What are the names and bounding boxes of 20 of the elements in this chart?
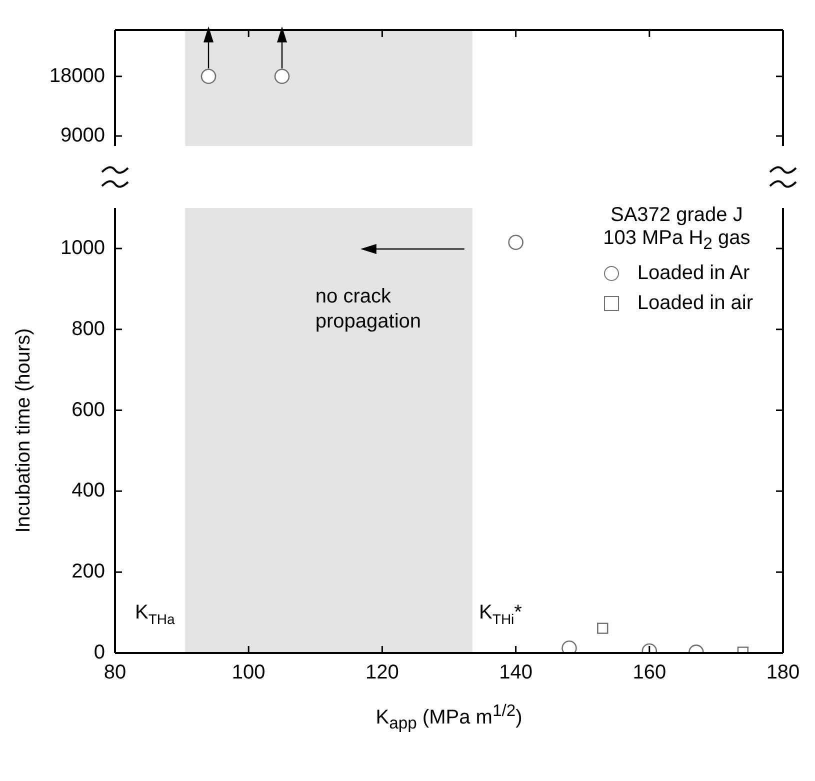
y-tick-label: 200: [72, 560, 105, 583]
y-tick-label: 600: [72, 398, 105, 421]
annotation: no crack propagation: [315, 286, 422, 333]
y-tick-label: 800: [72, 318, 105, 340]
y-tick-label: 9000: [60, 124, 105, 147]
x-axis-title: K$_{app}$ (MPa m$^{1/2}$): [374, 701, 524, 734]
legend-title: SA372 grade J 103 MPa H$_{2}$ gas: [602, 204, 752, 254]
legend-label: Loaded in Ar: [637, 262, 750, 284]
y-tick-label: 18000: [49, 64, 105, 87]
x-tick-label: 100: [232, 662, 266, 684]
x-tick-label: 140: [499, 662, 532, 684]
legend-label: Loaded in air: [637, 292, 753, 314]
y-axis-title: Incubation time (hours): [12, 328, 35, 533]
y-tick-label: 400: [72, 480, 105, 502]
x-tick-label: 120: [366, 662, 399, 684]
y-tick-label: 1000: [60, 236, 105, 259]
x-tick-label: 80: [104, 662, 126, 684]
y-tick-label: 0: [94, 642, 105, 664]
x-tick-label: 180: [766, 662, 800, 684]
x-tick-label: 160: [632, 662, 666, 684]
